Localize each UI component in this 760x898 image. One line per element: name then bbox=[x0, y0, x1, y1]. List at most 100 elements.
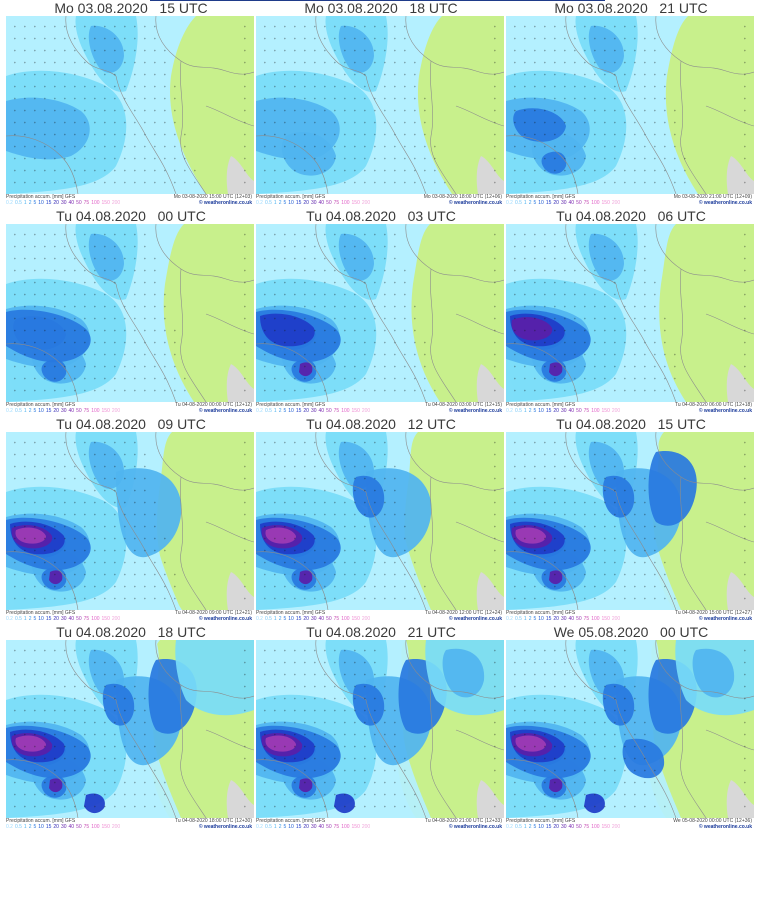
grid-value-marker: + bbox=[354, 245, 356, 249]
grid-value-marker: + bbox=[304, 537, 306, 541]
grid-value-marker: + bbox=[384, 145, 386, 149]
grid-value-marker: + bbox=[64, 257, 66, 261]
grid-value-marker: + bbox=[174, 181, 176, 185]
grid-value-marker: + bbox=[314, 453, 316, 457]
grid-value-marker: + bbox=[54, 73, 56, 77]
grid-value-marker: + bbox=[554, 157, 556, 161]
grid-value-marker: + bbox=[624, 49, 626, 53]
grid-value-marker: + bbox=[334, 329, 336, 333]
grid-value-marker: + bbox=[654, 85, 656, 89]
grid-value-marker: + bbox=[44, 365, 46, 369]
grid-value-marker: + bbox=[114, 97, 116, 101]
grid-value-marker: + bbox=[494, 561, 496, 565]
grid-value-marker: + bbox=[154, 97, 156, 101]
grid-value-marker: + bbox=[744, 329, 746, 333]
grid-value-marker: + bbox=[324, 181, 326, 185]
grid-value-marker: + bbox=[74, 37, 76, 41]
grid-value-marker: + bbox=[604, 697, 606, 701]
grid-value-marker: + bbox=[334, 353, 336, 357]
grid-value-marker: + bbox=[154, 389, 156, 393]
grid-value-marker: + bbox=[154, 25, 156, 29]
grid-value-marker: + bbox=[64, 377, 66, 381]
grid-value-marker: + bbox=[514, 377, 516, 381]
grid-value-marker: + bbox=[644, 805, 646, 809]
grid-value-marker: + bbox=[294, 145, 296, 149]
grid-value-marker: + bbox=[284, 245, 286, 249]
grid-value-marker: + bbox=[264, 389, 266, 393]
grid-value-marker: + bbox=[124, 477, 126, 481]
grid-value-marker: + bbox=[164, 317, 166, 321]
grid-value-marker: + bbox=[44, 597, 46, 601]
grid-value-marker: + bbox=[514, 793, 516, 797]
grid-value-marker: + bbox=[494, 661, 496, 665]
grid-value-marker: + bbox=[614, 169, 616, 173]
grid-value-marker: + bbox=[584, 293, 586, 297]
grid-value-marker: + bbox=[24, 317, 26, 321]
grid-value-marker: + bbox=[264, 513, 266, 517]
grid-value-marker: + bbox=[394, 281, 396, 285]
grid-value-marker: + bbox=[614, 73, 616, 77]
grid-value-marker: + bbox=[554, 525, 556, 529]
grid-value-marker: + bbox=[374, 453, 376, 457]
grid-value-marker: + bbox=[294, 489, 296, 493]
grid-value-marker: + bbox=[604, 341, 606, 345]
grid-value-marker: + bbox=[494, 685, 496, 689]
grid-value-marker: + bbox=[64, 181, 66, 185]
grid-value-marker: + bbox=[124, 573, 126, 577]
grid-value-marker: + bbox=[284, 697, 286, 701]
grid-value-marker: + bbox=[404, 49, 406, 53]
grid-value-marker: + bbox=[344, 25, 346, 29]
grid-value-marker: + bbox=[624, 257, 626, 261]
grid-value-marker: + bbox=[244, 61, 246, 65]
grid-value-marker: + bbox=[604, 49, 606, 53]
country-border bbox=[680, 476, 707, 610]
grid-value-marker: + bbox=[294, 233, 296, 237]
grid-value-marker: + bbox=[614, 501, 616, 505]
grid-value-marker: + bbox=[64, 121, 66, 125]
country-border bbox=[455, 313, 504, 335]
grid-value-marker: + bbox=[554, 281, 556, 285]
grid-value-marker: + bbox=[164, 597, 166, 601]
grid-value-marker: + bbox=[24, 145, 26, 149]
grid-value-marker: + bbox=[594, 341, 596, 345]
grid-value-marker: + bbox=[574, 85, 576, 89]
grid-value-marker: + bbox=[494, 769, 496, 773]
grid-value-marker: + bbox=[534, 561, 536, 565]
grid-value-marker: + bbox=[44, 389, 46, 393]
grid-value-marker: + bbox=[614, 685, 616, 689]
grid-value-marker: + bbox=[374, 269, 376, 273]
grid-value-marker: + bbox=[324, 85, 326, 89]
grid-value-marker: + bbox=[544, 805, 546, 809]
grid-value-marker: + bbox=[354, 465, 356, 469]
grid-value-marker: + bbox=[584, 673, 586, 677]
grid-value-marker: + bbox=[84, 537, 86, 541]
legend-value: 0.2 bbox=[256, 408, 263, 414]
grid-value-marker: + bbox=[104, 145, 106, 149]
grid-value-marker: + bbox=[574, 109, 576, 113]
grid-value-marker: + bbox=[364, 489, 366, 493]
grid-value-marker: + bbox=[104, 109, 106, 113]
grid-value-marker: + bbox=[604, 441, 606, 445]
grid-value-marker: + bbox=[24, 649, 26, 653]
grid-value-marker: + bbox=[644, 257, 646, 261]
grid-value-marker: + bbox=[34, 121, 36, 125]
grid-value-marker: + bbox=[744, 169, 746, 173]
country-border bbox=[65, 16, 117, 77]
grid-value-marker: + bbox=[414, 145, 416, 149]
grid-value-marker: + bbox=[304, 513, 306, 517]
grid-value-marker: + bbox=[624, 293, 626, 297]
grid-value-marker: + bbox=[384, 317, 386, 321]
grid-value-marker: + bbox=[144, 573, 146, 577]
grid-value-marker: + bbox=[544, 537, 546, 541]
grid-value-marker: + bbox=[304, 501, 306, 505]
grid-value-marker: + bbox=[114, 537, 116, 541]
grid-value-marker: + bbox=[524, 513, 526, 517]
grid-value-marker: + bbox=[384, 489, 386, 493]
grid-value-marker: + bbox=[414, 573, 416, 577]
country-border bbox=[155, 224, 254, 283]
grid-value-marker: + bbox=[284, 305, 286, 309]
grid-value-marker: + bbox=[294, 281, 296, 285]
grid-value-marker: + bbox=[284, 453, 286, 457]
grid-value-marker: + bbox=[534, 97, 536, 101]
grid-value-marker: + bbox=[544, 549, 546, 553]
